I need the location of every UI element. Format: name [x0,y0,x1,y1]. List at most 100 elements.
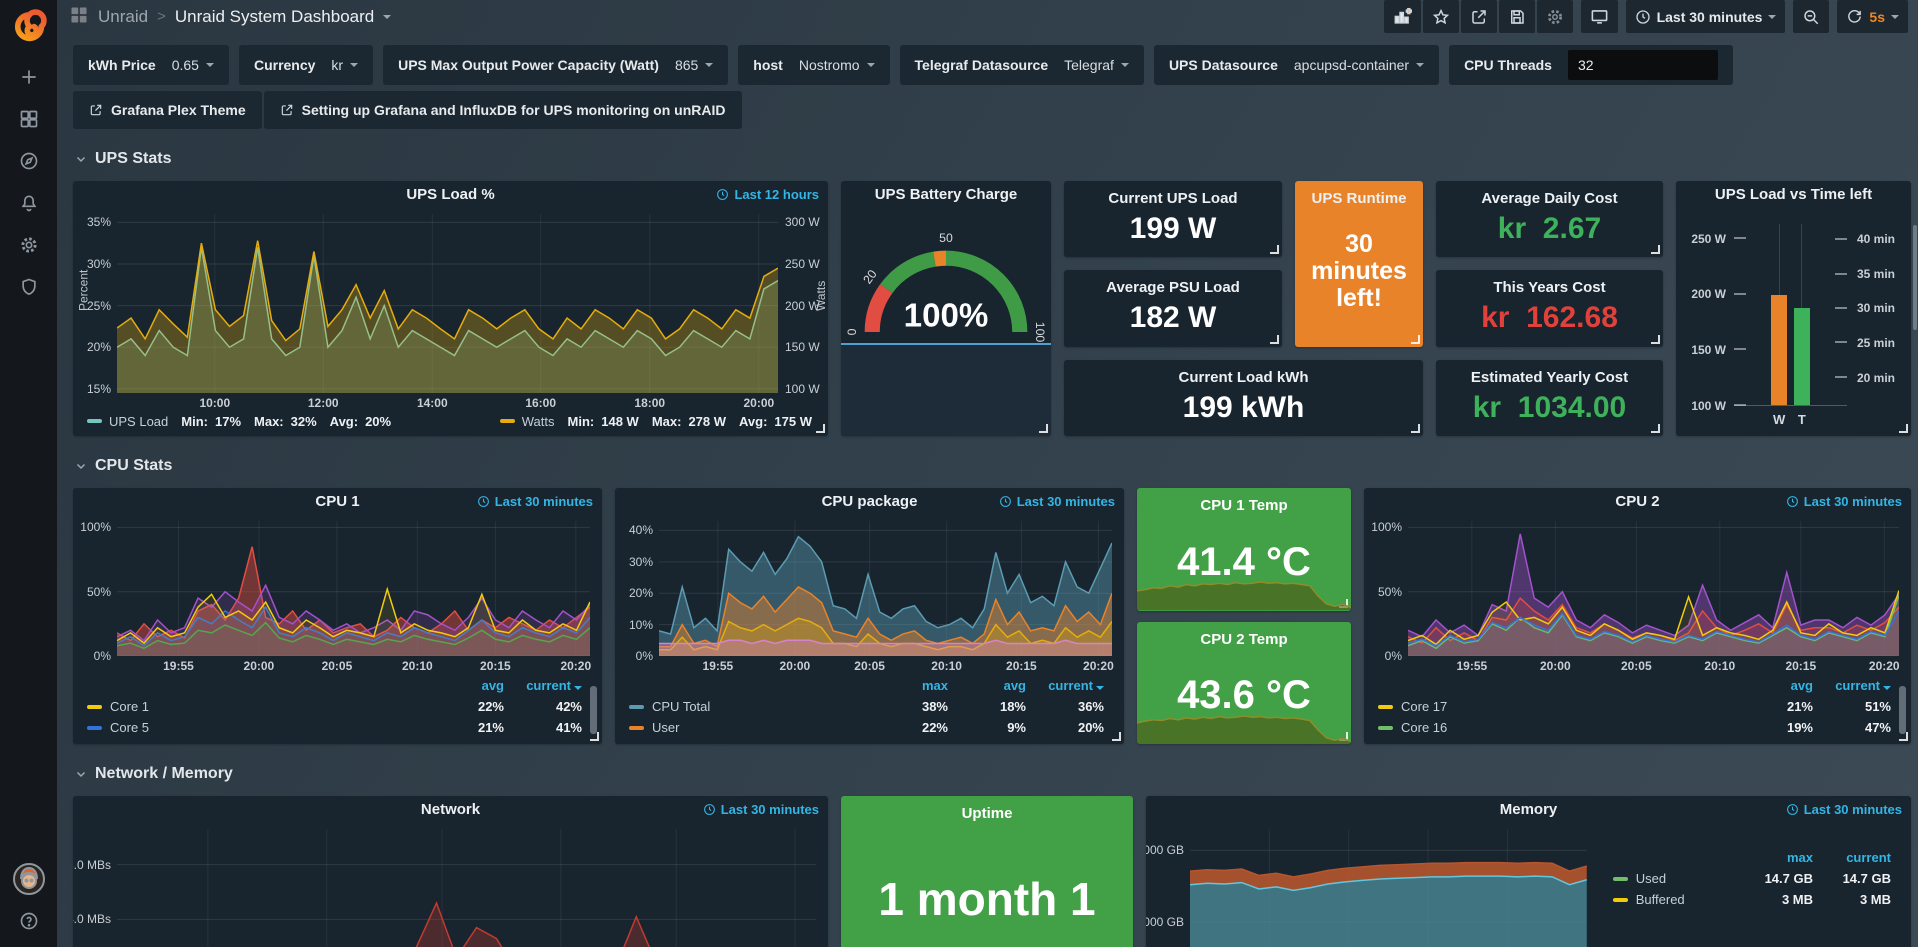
settings-button[interactable] [1536,0,1573,33]
panel-title[interactable]: UPS Battery Charge [874,186,1018,203]
bar-label: W [1773,412,1786,427]
stat-average-psu-load[interactable]: Average PSU Load 182 W [1064,270,1282,347]
legend-sort-avg[interactable]: avg [1003,678,1026,693]
legend-swatch[interactable] [1378,725,1393,730]
variable-input-cpu-threads[interactable] [1567,50,1718,80]
share-button[interactable] [1460,0,1497,33]
legend-swatch[interactable] [499,419,515,423]
refresh-button[interactable]: 5s [1837,0,1908,33]
legend-swatch[interactable] [629,704,644,709]
cpu1-chart[interactable]: 100% 50% 0% 19:55 20:00 20:05 20:10 20:15 20:20 [73,515,602,673]
stat-this-years-cost[interactable]: This Years Cost kr 162.68 [1436,270,1663,347]
dashboard-link-grafana-plex-theme[interactable]: Grafana Plex Theme [73,91,262,129]
legend-sort-current[interactable]: current [1813,678,1891,693]
variable-value[interactable]: apcupsd-container [1294,57,1425,73]
grafana-logo[interactable] [11,8,47,47]
page-scrollbar[interactable] [1913,225,1917,330]
zoom-out-button[interactable] [1793,0,1830,33]
variable-value[interactable]: Telegraf [1064,57,1129,73]
panel-title[interactable]: Memory [1499,801,1558,818]
section-header-ups[interactable]: UPS Stats [75,147,1911,171]
time-picker-button[interactable]: Last 30 minutes [1625,0,1786,33]
legend-sort-avg[interactable]: avg [1790,678,1813,693]
battery-gauge[interactable]: 0 20 50 100 100% [841,208,1051,436]
legend-sort-max[interactable]: max [1786,850,1813,865]
sidebar-dashboards-button[interactable] [17,107,41,131]
sidebar-configuration-button[interactable] [17,233,41,257]
sidebar-create-button[interactable] [17,65,41,89]
variable-value[interactable]: Nostromo [799,57,875,73]
variable-value[interactable]: 865 [675,57,714,73]
legend-sort-current[interactable]: current [504,678,582,693]
panel-time-override[interactable]: Last 30 minutes [477,494,593,509]
variable-value[interactable]: kr [331,57,359,73]
panel-time-override[interactable]: Last 30 minutes [1786,802,1902,817]
legend-series-name[interactable]: CPU Total [652,699,711,714]
panel-uptime[interactable]: Uptime 1 month 1 [841,796,1133,947]
stat-average-daily-cost[interactable]: Average Daily Cost kr 2.67 [1436,181,1663,258]
panel-title[interactable]: UPS Load % [406,186,495,203]
bar-T[interactable] [1793,307,1810,405]
network-chart[interactable]: 6.0 MBs4.0 MBs2.0 MBs [73,823,828,947]
ups-load-chart[interactable]: 35% 30% 25% 20% 15% Percent 300 W 250 W 200 W 150… [73,208,828,410]
legend-series-name[interactable]: Core 1 [110,699,150,714]
user-avatar[interactable] [12,863,45,895]
tv-mode-button[interactable] [1580,0,1618,33]
stat-current-ups-load[interactable]: Current UPS Load 199 W [1064,181,1282,258]
legend-scrollbar[interactable] [590,686,597,734]
stat-ups-runtime[interactable]: UPS Runtime 30 minutes left! [1295,181,1423,347]
legend-swatch[interactable] [1378,704,1393,709]
legend-sort-current[interactable]: current [1846,850,1891,865]
legend-swatch[interactable] [1612,876,1628,881]
panel-title[interactable]: CPU 1 [315,493,360,510]
legend-sort-avg[interactable]: avg [481,678,504,693]
panel-time-override[interactable]: Last 30 minutes [999,494,1115,509]
sidebar-alerting-button[interactable] [17,191,41,215]
panel-title[interactable]: Network [420,801,481,818]
sidebar-admin-button[interactable] [17,275,41,299]
legend-series-name[interactable]: Core 16 [1401,720,1448,735]
add-panel-button[interactable] [1383,0,1421,33]
panel-cpu2-temp[interactable]: CPU 2 Temp 43.6 °C [1137,621,1351,744]
legend-sort-max[interactable]: max [921,678,948,693]
legend-swatch[interactable] [629,725,644,730]
cpu2-chart[interactable]: 100% 50% 0% 19:55 20:00 20:05 20:10 20:15 20:20 [1364,515,1911,673]
stat-estimated-yearly-cost[interactable]: Estimated Yearly Cost kr 1034.00 [1436,359,1663,436]
ups-vs-time-chart[interactable]: 250 W 200 W 150 W 100 W W T 40 min 35 min 30 min… [1676,208,1911,436]
panel-time-override[interactable]: Last 12 hours [716,187,819,202]
breadcrumb-title[interactable]: Unraid System Dashboard [174,6,375,26]
legend-swatch[interactable] [87,704,102,709]
panel-time-override[interactable]: Last 30 minutes [703,802,819,817]
memory-chart[interactable]: 70.000000 GB60.000000 GB50.000000 GB [1146,823,1599,947]
save-button[interactable] [1498,0,1535,33]
legend-series-name[interactable]: Core 5 [110,720,150,735]
panel-time-override[interactable]: Last 30 minutes [1786,494,1902,509]
legend-swatch[interactable] [87,725,102,730]
chevron-down-icon[interactable] [383,14,392,19]
help-button[interactable] [17,909,41,933]
legend-sort-current[interactable]: current [1026,678,1104,693]
panel-title[interactable]: UPS Load vs Time left [1714,186,1873,203]
panel-title[interactable]: CPU package [821,493,918,510]
panel-cpu1-temp[interactable]: CPU 1 Temp 41.4 °C [1137,488,1351,611]
legend-series-name[interactable]: Used [1635,871,1667,886]
variable-value[interactable]: 0.65 [172,57,214,73]
bar-W[interactable] [1771,295,1788,405]
legend-scrollbar[interactable] [1899,686,1906,734]
legend-series-name[interactable]: Core 17 [1401,699,1448,714]
legend-series-name[interactable]: User [652,720,680,735]
legend-series-name[interactable]: UPS Load [109,413,169,429]
legend-series-name[interactable]: Buffered [1635,892,1685,907]
dashboard-link-setting-up-grafana-and-influxdb-for-ups-monitoring-on-unraid[interactable]: Setting up Grafana and InfluxDB for UPS … [263,91,742,129]
stat-current-load-kwh[interactable]: Current Load kWh 199 kWh [1064,359,1423,436]
legend-swatch[interactable] [1612,897,1628,902]
star-button[interactable] [1422,0,1459,33]
breadcrumb-root[interactable]: Unraid [98,6,149,26]
sidebar-explore-button[interactable] [17,149,41,173]
panel-title[interactable]: CPU 2 [1615,493,1660,510]
section-header-cpu[interactable]: CPU Stats [75,454,1911,478]
cpu-package-chart[interactable]: 40% 30% 20% 10% 0% 19:55 20:00 20:05 20:10 20:15 2… [615,515,1124,673]
section-header-network[interactable]: Network / Memory [75,762,1911,786]
legend-series-name[interactable]: Watts [521,413,555,429]
legend-swatch[interactable] [87,419,102,423]
